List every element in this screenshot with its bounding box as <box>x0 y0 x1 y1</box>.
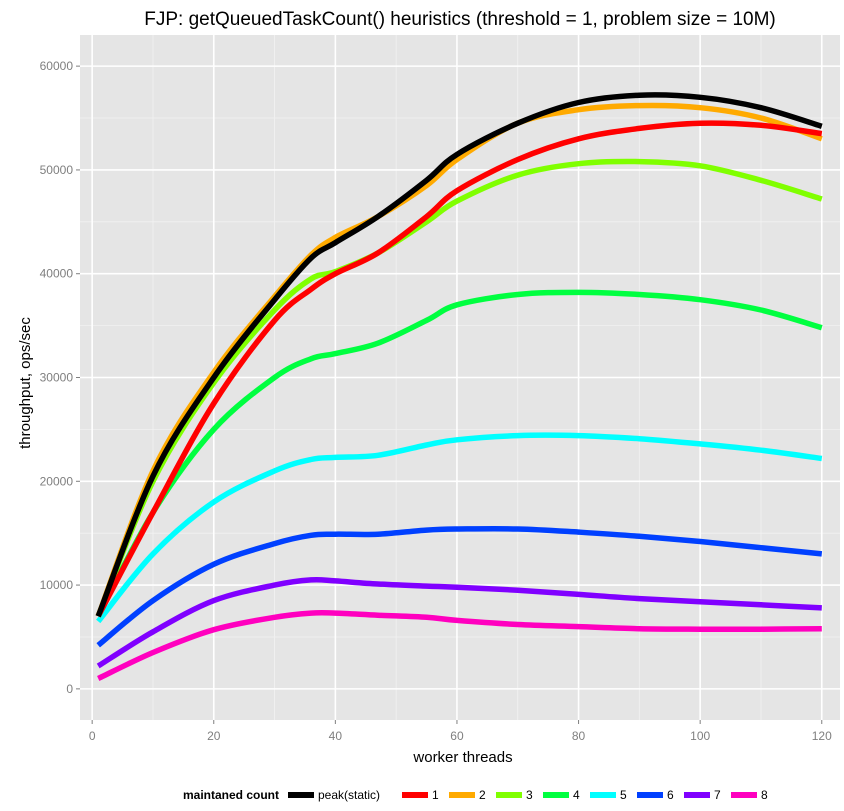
y-axis-title: throughput, ops/sec <box>17 317 34 449</box>
legend-label: 2 <box>479 788 486 802</box>
y-tick-label: 20000 <box>40 474 74 488</box>
x-tick-label: 20 <box>207 729 221 743</box>
legend-label: 3 <box>526 788 533 802</box>
x-tick-label: 80 <box>572 729 586 743</box>
y-axis-ticks: 0 10000 20000 30000 40000 50000 60000 <box>40 59 80 696</box>
y-tick-label: 10000 <box>40 578 74 592</box>
legend-label: 6 <box>667 788 674 802</box>
y-tick-label: 30000 <box>40 371 74 385</box>
series-line-1 <box>95 120 823 618</box>
series-line-6 <box>96 526 823 648</box>
legend-label: 5 <box>620 788 627 802</box>
x-axis-ticks: 0 20 40 60 80 100 120 <box>89 720 832 743</box>
x-tick-label: 60 <box>450 729 464 743</box>
x-tick-label: 100 <box>690 729 710 743</box>
y-tick-label: 0 <box>66 682 73 696</box>
x-axis-title: worker threads <box>412 749 512 766</box>
legend-title: maintaned count <box>183 788 279 802</box>
series-line-7 <box>96 576 822 669</box>
x-tick-label: 0 <box>89 729 96 743</box>
x-tick-label: 120 <box>812 729 832 743</box>
legend-items: peak(static) 1 2 3 4 5 6 7 8 <box>288 788 768 802</box>
series-line-4 <box>95 289 823 618</box>
legend-label: 7 <box>714 788 721 802</box>
chart-title: FJP: getQueuedTaskCount() heuristics (th… <box>144 9 776 30</box>
legend-label: 1 <box>432 788 439 802</box>
y-tick-label: 60000 <box>40 59 74 73</box>
series-line-8 <box>97 609 822 681</box>
series-line-peak-static- <box>95 92 823 618</box>
legend-label: 8 <box>761 788 768 802</box>
x-tick-label: 40 <box>329 729 343 743</box>
legend-label: 4 <box>573 788 580 802</box>
series-line-5 <box>96 432 823 624</box>
legend-label: peak(static) <box>318 788 380 802</box>
legend: maintaned count peak(static) 1 2 3 4 5 6 7 8 <box>183 788 768 802</box>
y-tick-label: 40000 <box>40 267 74 281</box>
y-tick-label: 50000 <box>40 163 74 177</box>
series-lines <box>95 92 823 681</box>
series-line-2 <box>95 102 823 618</box>
